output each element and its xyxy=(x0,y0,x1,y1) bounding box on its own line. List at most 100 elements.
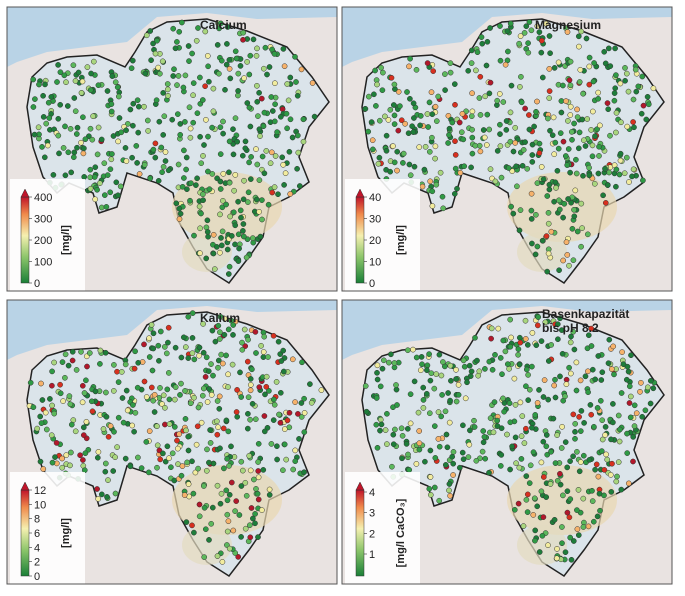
station xyxy=(391,112,398,119)
station xyxy=(294,132,301,139)
station xyxy=(98,204,105,211)
station xyxy=(426,148,433,155)
colorbar xyxy=(20,489,30,577)
station xyxy=(546,95,553,101)
station xyxy=(230,126,236,133)
station xyxy=(206,78,212,85)
station xyxy=(27,379,34,386)
station xyxy=(185,447,192,454)
station xyxy=(554,477,561,484)
station xyxy=(62,172,69,179)
station xyxy=(69,357,76,364)
station xyxy=(419,183,426,190)
station xyxy=(271,51,278,57)
station xyxy=(47,396,53,402)
station xyxy=(501,408,507,415)
station xyxy=(233,498,240,504)
station xyxy=(236,245,242,252)
station xyxy=(460,422,466,429)
station xyxy=(600,192,606,199)
station xyxy=(245,410,251,417)
station xyxy=(459,449,466,456)
station xyxy=(574,228,581,235)
station xyxy=(55,115,62,122)
station xyxy=(369,137,376,144)
station xyxy=(72,428,79,435)
station xyxy=(528,216,535,222)
station xyxy=(547,481,554,487)
station xyxy=(505,48,511,55)
station xyxy=(432,155,438,162)
station xyxy=(382,427,389,433)
station xyxy=(602,200,609,206)
station xyxy=(163,350,170,357)
station xyxy=(424,362,431,369)
station xyxy=(293,79,299,85)
station xyxy=(416,440,423,447)
station xyxy=(578,200,585,207)
station xyxy=(452,101,458,108)
station xyxy=(591,180,598,187)
station xyxy=(571,346,578,353)
station xyxy=(239,467,246,474)
station xyxy=(284,81,291,87)
station xyxy=(468,164,474,171)
station xyxy=(385,117,392,123)
station xyxy=(374,369,380,376)
station xyxy=(87,125,94,132)
station xyxy=(544,268,551,275)
station xyxy=(538,488,545,495)
station xyxy=(407,420,414,427)
station xyxy=(210,372,216,379)
station xyxy=(567,534,574,541)
station xyxy=(232,172,239,178)
station xyxy=(42,409,49,416)
station xyxy=(178,354,185,361)
station xyxy=(107,166,114,173)
station xyxy=(228,443,234,450)
station xyxy=(261,413,268,419)
station xyxy=(536,140,543,147)
station xyxy=(518,73,524,80)
station xyxy=(145,469,152,476)
station xyxy=(277,389,284,396)
station xyxy=(466,441,473,448)
station xyxy=(484,111,491,118)
station xyxy=(515,500,522,507)
station xyxy=(539,74,546,81)
station xyxy=(31,131,38,138)
station xyxy=(388,74,395,81)
station xyxy=(513,163,519,170)
station xyxy=(118,129,125,136)
station xyxy=(198,419,205,426)
station xyxy=(237,369,243,376)
station xyxy=(565,118,571,124)
station xyxy=(472,334,478,341)
colorbar-tick-label: 10 xyxy=(34,499,46,511)
station xyxy=(523,383,529,390)
station xyxy=(141,378,148,385)
station xyxy=(122,145,129,151)
station xyxy=(639,73,646,80)
station xyxy=(160,163,167,170)
station xyxy=(205,368,212,375)
station xyxy=(486,90,493,97)
station xyxy=(618,390,625,396)
station xyxy=(215,364,221,371)
station xyxy=(247,387,254,394)
station xyxy=(224,246,231,253)
station xyxy=(254,490,261,497)
station xyxy=(589,366,596,373)
station xyxy=(420,405,427,411)
station xyxy=(190,92,196,99)
station xyxy=(267,160,274,167)
station xyxy=(502,61,509,68)
station xyxy=(255,468,262,474)
station xyxy=(62,351,69,358)
station xyxy=(286,148,293,155)
station xyxy=(407,172,414,179)
station xyxy=(49,382,55,389)
station xyxy=(560,82,566,89)
station xyxy=(55,62,61,68)
station xyxy=(170,73,177,79)
